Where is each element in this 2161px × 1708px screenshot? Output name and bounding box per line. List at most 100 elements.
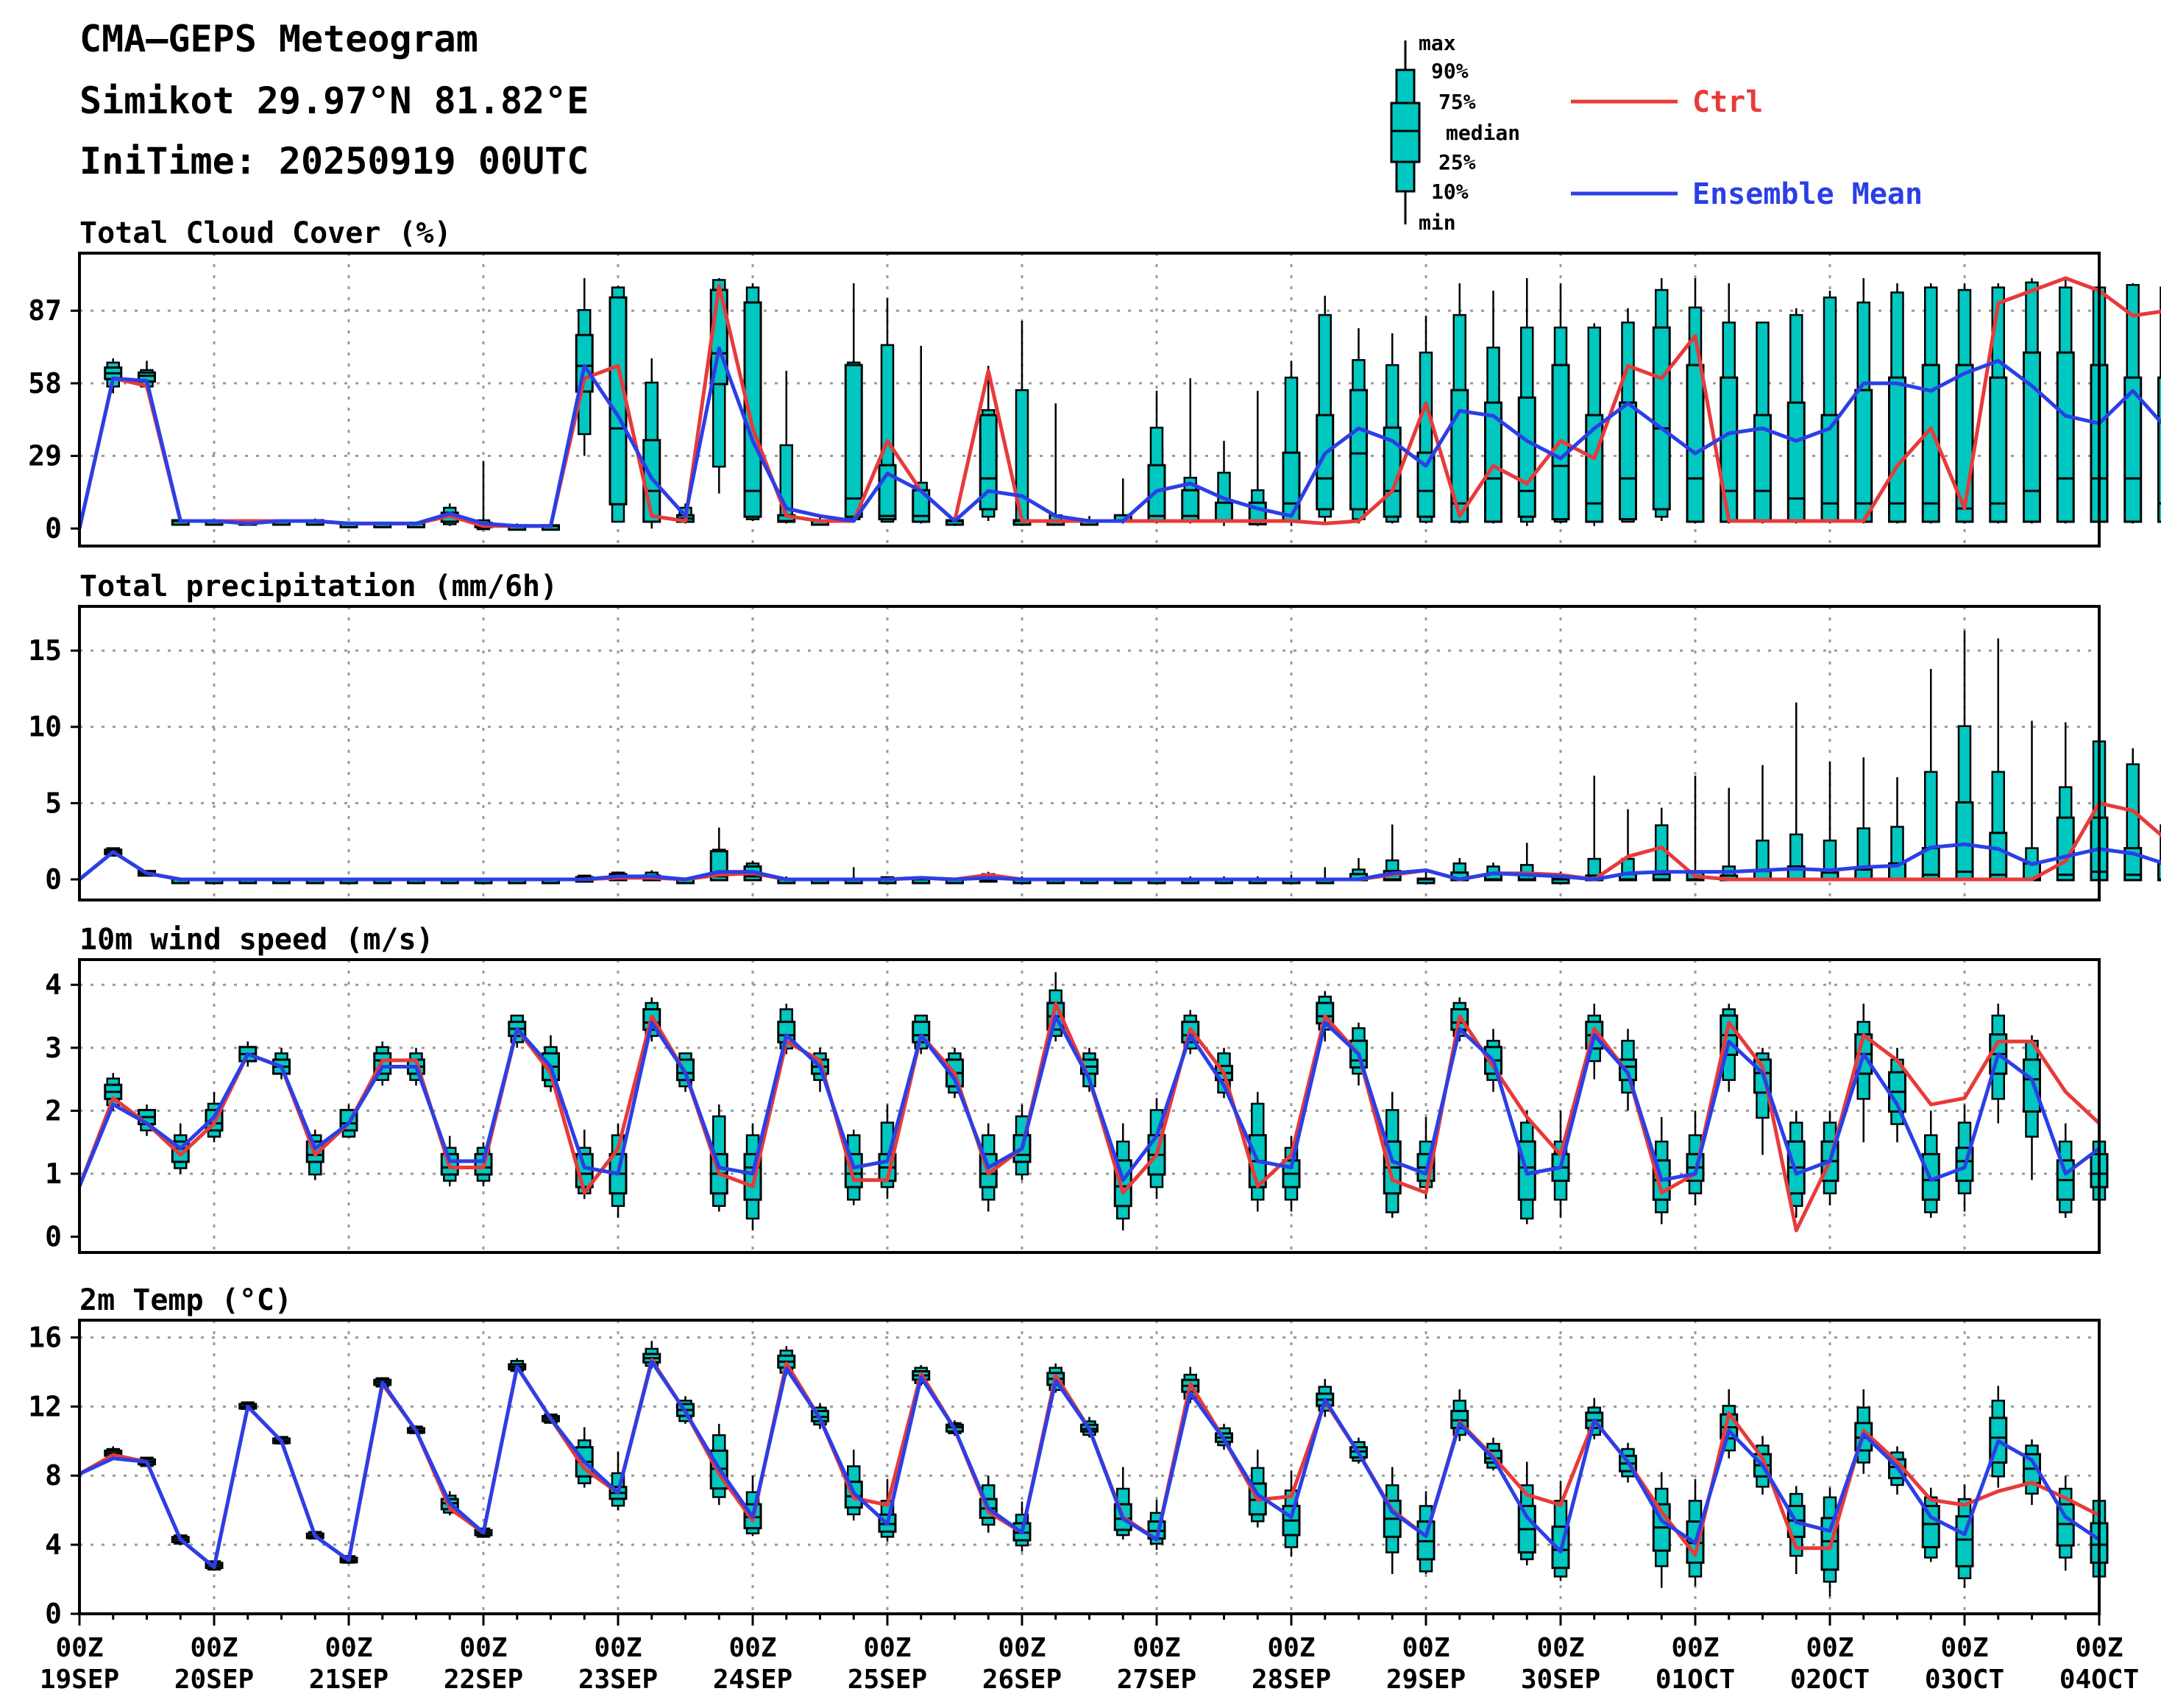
y-tick-label: 8 [45, 1459, 62, 1492]
ensemble-box [1652, 1472, 1671, 1588]
x-tick-hour-label: 00Z [2075, 1633, 2123, 1663]
legend-box-label: median [1446, 121, 1520, 145]
ensemble-box [979, 366, 998, 521]
y-tick-label: 0 [45, 863, 62, 896]
x-tick-hour-label: 00Z [55, 1633, 103, 1663]
ensemble-box [1820, 291, 1839, 524]
ensemble-box [1786, 1486, 1806, 1575]
ensemble-box [474, 461, 493, 531]
ensemble-box [777, 370, 796, 524]
ensemble-mean-line [77, 346, 2161, 529]
x-tick-hour-label: 00Z [1671, 1633, 1719, 1663]
precipitation-title: Total precipitation (mm/6h) [79, 570, 558, 603]
x-tick-hour-label: 00Z [863, 1633, 911, 1663]
legend-mean-label: Ensemble Mean [1692, 177, 1923, 211]
y-tick-label: 5 [45, 787, 62, 819]
cloud-cover-title: Total Cloud Cover (%) [79, 216, 452, 250]
x-tick-hour-label: 00Z [728, 1633, 776, 1663]
x-tick-date-label: 30SEP [1521, 1665, 1600, 1695]
ensemble-box [1989, 638, 2008, 882]
ensemble-box [1215, 441, 1233, 526]
ensemble-mean-line [77, 1014, 2101, 1188]
y-tick-label: 0 [45, 512, 62, 545]
y-tick-label: 2 [45, 1094, 62, 1127]
ensemble-box [2056, 278, 2075, 524]
y-tick-label: 29 [28, 440, 62, 472]
y-tick-label: 4 [45, 1528, 62, 1561]
x-tick-date-label: 29SEP [1386, 1665, 1466, 1695]
x-tick-hour-label: 00Z [1940, 1633, 1988, 1663]
ensemble-box [1517, 1461, 1536, 1566]
ensemble-box [1686, 776, 1705, 882]
ensemble-box [642, 358, 661, 529]
ensemble-box [1989, 1003, 2008, 1124]
legend-box-label: 25% [1438, 150, 1476, 174]
ensemble-box [1854, 278, 1873, 524]
ensemble-box [743, 283, 762, 521]
ensemble-mean-line [78, 842, 2161, 882]
ensemble-box [1619, 809, 1637, 882]
x-tick-date-label: 23SEP [578, 1665, 658, 1695]
temperature-panel: 2m Temp (°C) 0 4 8 12 16 [28, 1283, 2109, 1630]
x-tick-hour-label: 00Z [190, 1633, 238, 1663]
ensemble-box [1416, 871, 1436, 885]
ensemble-box [1383, 1467, 1402, 1575]
wind-speed-title: 10m wind speed (m/s) [79, 923, 434, 957]
ensemble-box [1282, 361, 1301, 526]
precipitation-panel: Total precipitation (mm/6h) 0 5 10 15 [28, 570, 2161, 901]
y-tick-label: 4 [45, 968, 62, 1001]
x-tick-date-label: 21SEP [309, 1665, 388, 1695]
ensemble-box [1786, 1110, 1806, 1218]
cloud-cover-panel: Total Cloud Cover (%) 0 29 58 87 [28, 216, 2161, 548]
cloud-cover-frame [78, 252, 2101, 548]
x-tick-date-label: 24SEP [713, 1665, 792, 1695]
ensemble-box [608, 1451, 628, 1511]
y-tick-label: 0 [45, 1221, 62, 1253]
ensemble-box [1517, 278, 1536, 526]
x-tick-hour-label: 00Z [998, 1633, 1046, 1663]
legend-ctrl-label: Ctrl [1692, 85, 1763, 119]
y-tick-label: 10 [28, 711, 62, 743]
time-axis: 00Z19SEP00Z20SEP00Z21SEP00Z22SEP00Z23SEP… [40, 1614, 2139, 1695]
ensemble-box [1551, 283, 1570, 524]
ensemble-box [1820, 762, 1839, 882]
x-tick-hour-label: 00Z [594, 1633, 642, 1663]
ensemble-box [1484, 291, 1502, 524]
y-tick-label: 16 [28, 1321, 62, 1353]
y-tick-label: 3 [45, 1032, 62, 1064]
legend-box-label: max [1419, 31, 1456, 55]
ensemble-box [1921, 283, 1940, 524]
ensemble-box [1720, 787, 1739, 882]
ensemble-mean-line [78, 1359, 2101, 1570]
x-tick-date-label: 26SEP [982, 1665, 1062, 1695]
legend-box-inner [1390, 102, 1421, 163]
y-tick-label: 12 [28, 1390, 62, 1422]
ensemble-box [1955, 1104, 1974, 1212]
ensemble-box [1686, 278, 1705, 524]
x-tick-date-label: 02OCT [1790, 1665, 1870, 1695]
x-tick-hour-label: 00Z [1402, 1633, 1449, 1663]
ensemble-box [1786, 308, 1806, 524]
ensemble-box [1955, 283, 1974, 524]
ensemble-box [2023, 278, 2041, 524]
legend: max 90% 75% median 25% 10% min Ctrl Ensemble Mea… [1390, 31, 1923, 235]
ensemble-box [1450, 1389, 1469, 1442]
ensemble-box [608, 286, 628, 523]
precipitation-frame [78, 605, 2101, 901]
x-tick-date-label: 22SEP [444, 1665, 523, 1695]
x-tick-date-label: 03OCT [1925, 1665, 2004, 1695]
station-location: Simikot 29.97°N 81.82°E [79, 79, 589, 122]
legend-box-label: 90% [1431, 59, 1469, 83]
ensemble-box [743, 1123, 762, 1231]
legend-box-label: 10% [1431, 180, 1469, 204]
ensemble-box [1551, 871, 1570, 885]
x-tick-date-label: 04OCT [2059, 1665, 2139, 1695]
ensemble-box [1484, 862, 1502, 882]
ensemble-box [1989, 1386, 2008, 1488]
x-tick-hour-label: 00Z [1132, 1633, 1180, 1663]
x-tick-hour-label: 00Z [1536, 1633, 1584, 1663]
ensemble-box [1619, 308, 1637, 523]
y-tick-label: 15 [28, 634, 62, 667]
